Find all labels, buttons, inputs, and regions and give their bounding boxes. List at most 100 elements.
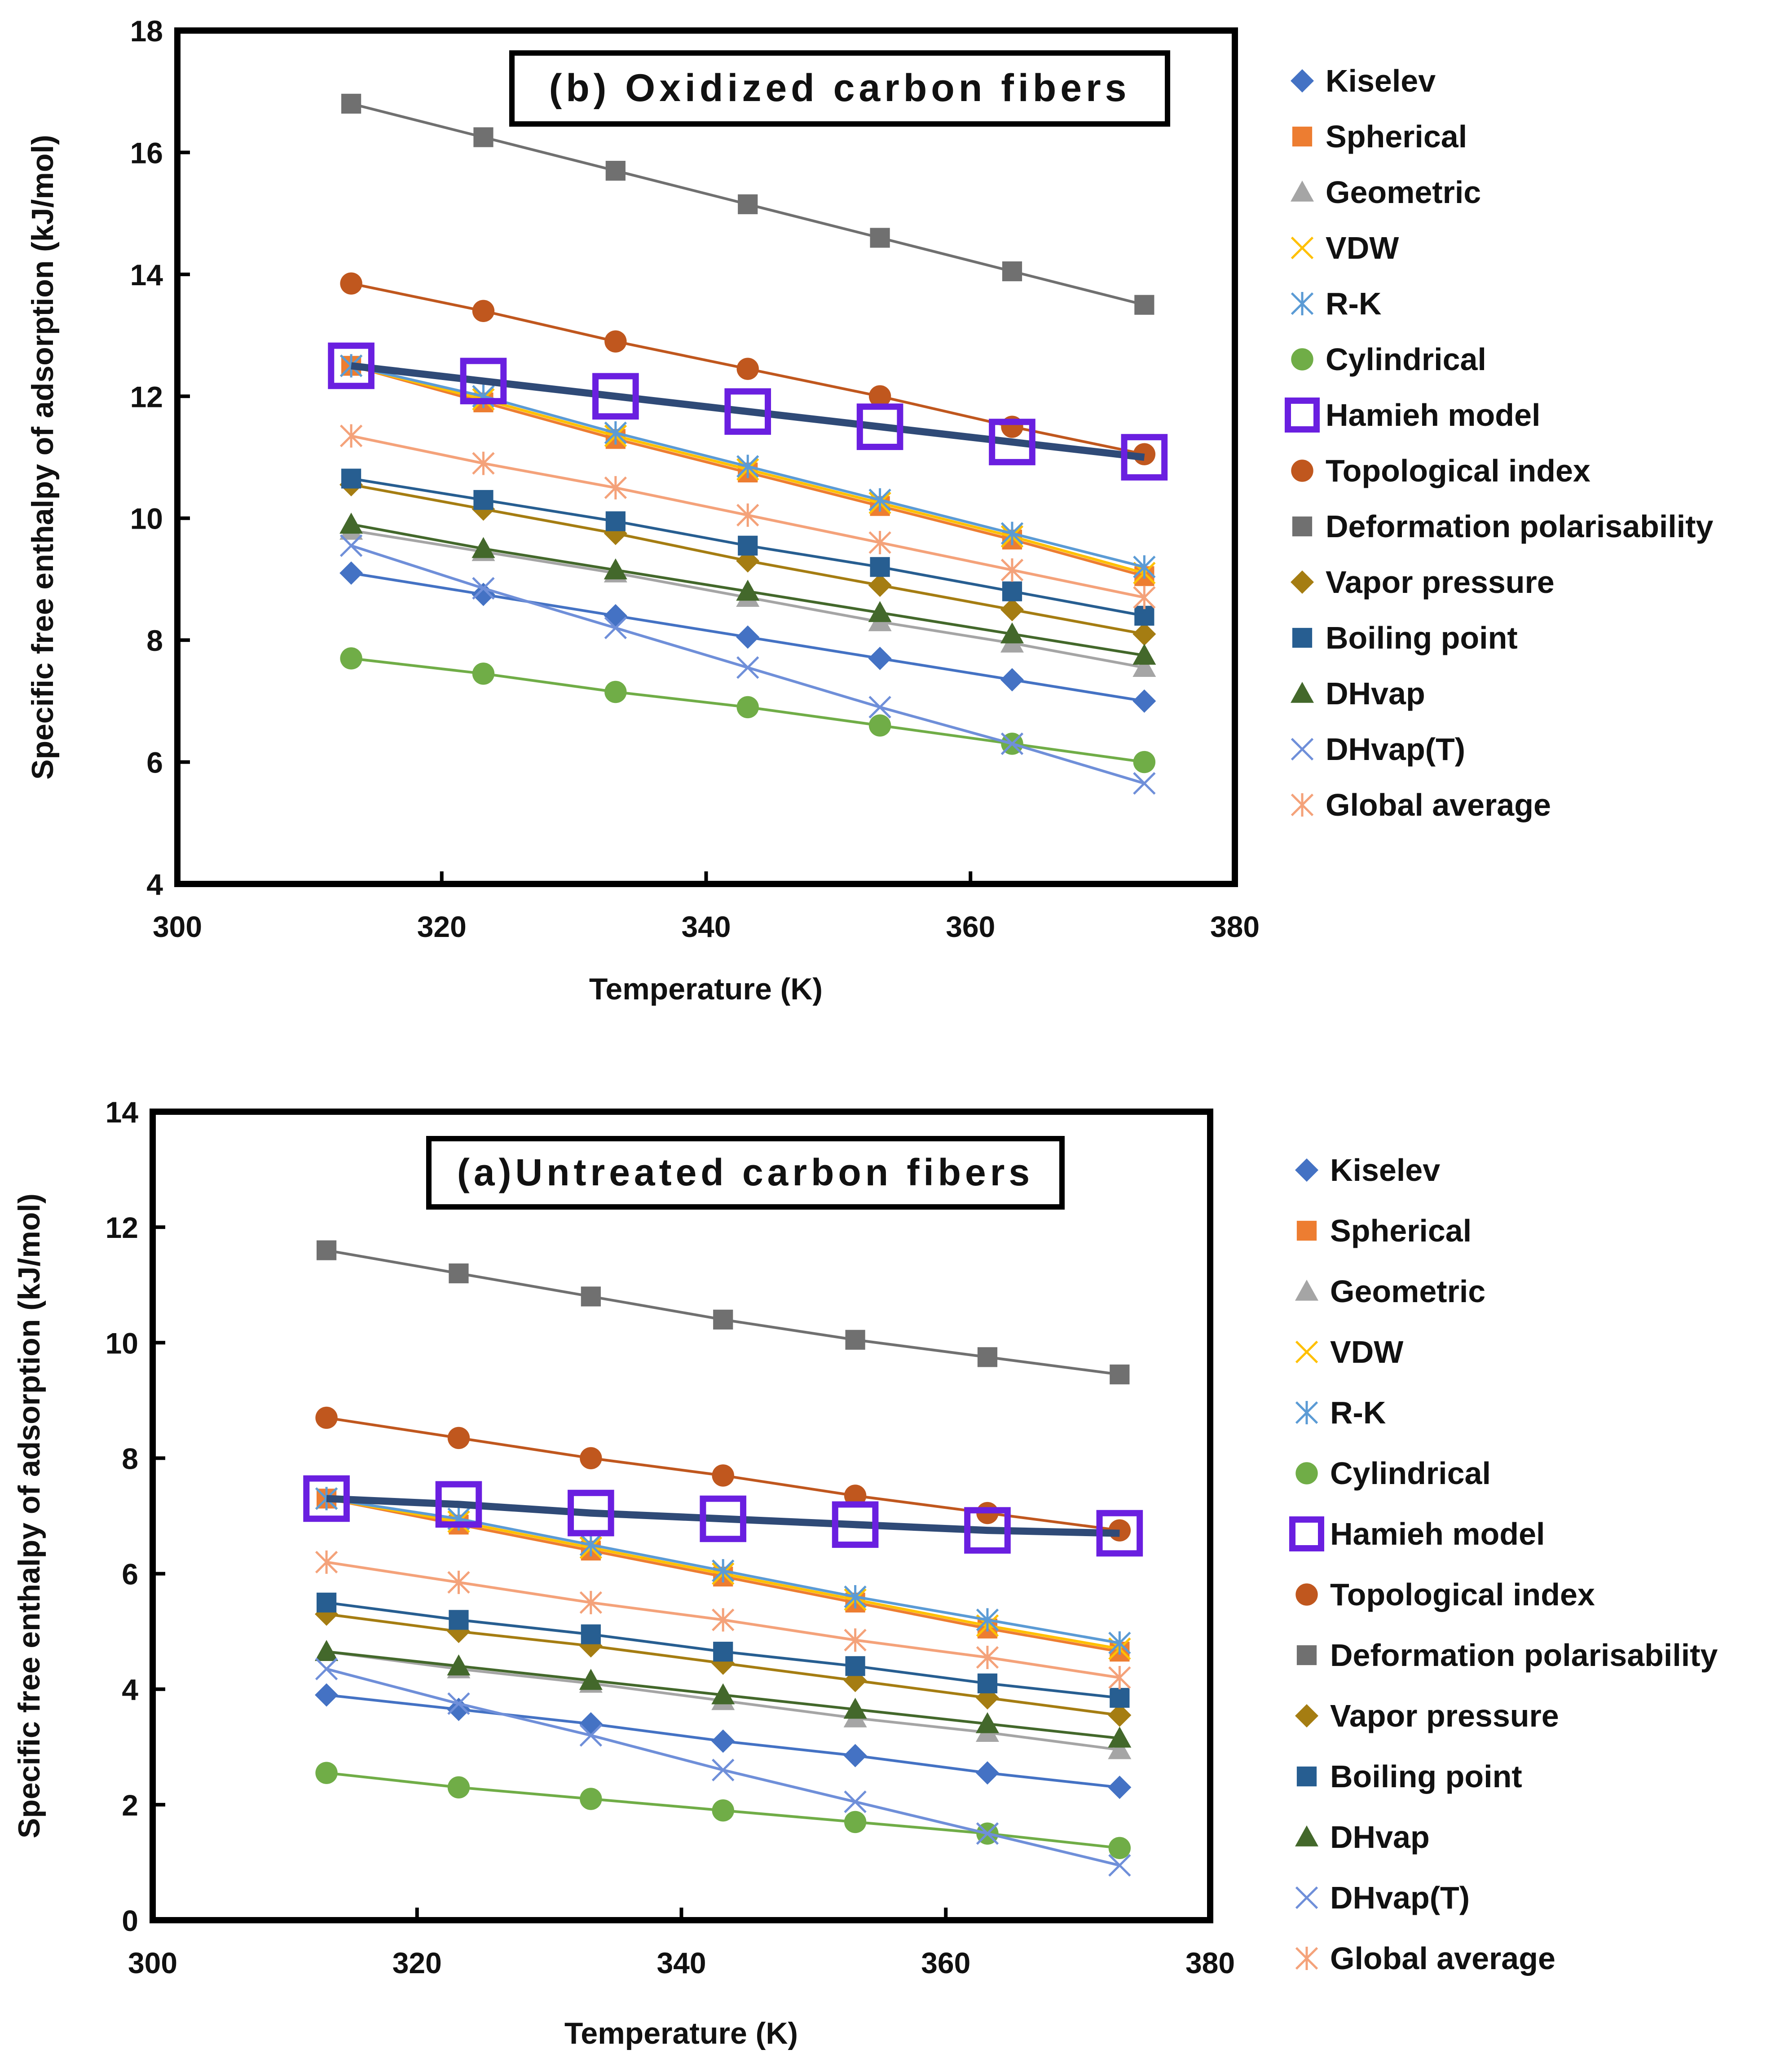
y-tick-label: 14 [106,1096,139,1129]
legend-label: R-K [1330,1395,1386,1430]
data-point-r-k [976,1608,999,1632]
data-point-cylindrical [712,1799,734,1822]
legend-item-kiselev: Kiselev [1291,63,1436,98]
series-dhvap [315,1640,1132,1748]
legend-item-spherical: Spherical [1296,1213,1472,1248]
legend-item-vdw: VDW [1295,1334,1403,1370]
chart-title: (b) Oxidized carbon fibers [549,66,1131,110]
data-point-r-k [736,455,759,478]
data-point-boiling-point [473,490,493,510]
data-point-kiselev [868,646,892,670]
data-point-dhvap-t [604,616,627,640]
data-point-r-k [604,421,627,445]
y-tick-label: 12 [106,1211,138,1244]
legend-item-vapor-pressure: Vapor pressure [1295,1698,1559,1733]
data-point-kiselev [1132,689,1156,713]
legend-item-topological-index: Topological index [1295,1577,1595,1612]
series-hamieh-model [328,342,1168,481]
series-global-average [315,1550,1131,1689]
legend-item-r-k: R-K [1291,286,1381,321]
data-point-vapor-pressure [1000,598,1024,622]
data-point-dhvap-t [447,1692,470,1715]
legend-marker [1291,69,1314,93]
data-point-hamieh-model [303,1475,350,1522]
data-point-vapor-pressure [1108,1703,1132,1727]
data-point-topological-index [736,358,759,380]
y-tick-label: 0 [122,1904,138,1937]
series-dhvap-t [339,534,1156,795]
data-point-kiselev [1108,1776,1132,1799]
data-point-topological-index [340,272,362,295]
data-point-geometric [1132,656,1156,677]
legend-marker [1291,348,1313,371]
series-vapor-pressure [315,1602,1132,1727]
series-global-average [339,424,1156,610]
legend-marker [1295,1158,1318,1182]
legend-marker [1295,1401,1318,1424]
data-point-cylindrical [844,1811,867,1833]
data-point-dhvap-t [844,1790,867,1813]
data-point-kiselev [1000,668,1024,692]
data-point-deformation-polarisability [1110,1364,1130,1385]
data-point-global-average [1000,558,1024,582]
legend-item-geometric: Geometric [1295,1274,1485,1309]
data-point-dhvap-t [868,696,891,719]
legend-item-geometric: Geometric [1291,175,1481,210]
data-point-global-average [844,1628,867,1652]
legend-item-cylindrical: Cylindrical [1295,1456,1491,1491]
data-point-deformation-polarisability [845,1330,865,1350]
legend-item-kiselev: Kiselev [1295,1153,1440,1188]
y-tick-label: 6 [146,746,163,779]
legend-label: Geometric [1326,175,1481,210]
legend-marker [1292,627,1313,648]
y-tick-label: 8 [122,1442,138,1475]
legend-label: Cylindrical [1330,1456,1491,1491]
data-point-hamieh-model [568,1489,614,1537]
legend-marker [1289,1516,1324,1551]
data-point-boiling-point [317,1592,337,1613]
data-point-kiselev [339,561,363,585]
legend-marker [1291,570,1314,594]
data-point-r-k [868,488,891,512]
data-point-r-k [1000,521,1024,545]
data-point-hamieh-model [832,1501,879,1548]
chart-panel-b: 300 320 340 360 380 4 6 8 10 12 14 16 18 Specific f… [26,14,1714,1006]
data-point-boiling-point [870,557,890,577]
data-point-global-average [1133,586,1156,610]
legend-marker [1295,1583,1318,1606]
y-axis: 0 2 4 6 8 10 12 14 [106,1096,165,1937]
data-point-cylindrical [868,714,891,737]
data-point-r-k [844,1585,867,1608]
data-point-dhvap [604,558,627,579]
data-point-vapor-pressure [868,574,892,597]
y-tick-label: 8 [146,624,163,657]
legend-marker [1291,236,1314,260]
legend-marker [1291,738,1314,761]
x-tick-label: 360 [921,1946,970,1979]
data-point-cylindrical [1108,1837,1131,1859]
legend-label: Hamieh model [1330,1516,1545,1551]
data-point-dhvap-t [736,656,759,679]
data-point-global-average [1108,1666,1131,1689]
legend-item-global-average: Global average [1291,787,1551,822]
legend-label: Kiselev [1330,1153,1440,1188]
data-point-dhvap-t [579,1724,603,1747]
legend-marker [1295,1886,1318,1909]
legend-item-deformation-polarisability: Deformation polarisability [1292,509,1714,544]
data-point-dhvap [447,1654,471,1676]
series-kiselev [315,1683,1132,1799]
data-point-boiling-point [581,1624,601,1644]
legend-label: Kiselev [1326,63,1436,98]
data-point-global-average [579,1590,603,1614]
data-point-dhvap-t [472,577,495,600]
legend-item-dhvap-t: DHvap(T) [1295,1880,1470,1915]
x-axis: 300 320 340 360 380 [128,1908,1235,1979]
legend-label: Hamieh model [1326,398,1540,433]
data-point-cylindrical [1133,751,1156,773]
legend-label: Cylindrical [1326,342,1486,377]
legend-marker [1295,1280,1318,1301]
legend-item-dhvap: DHvap [1295,1820,1430,1855]
data-point-cylindrical [604,680,627,703]
chart-title: (a)Untreated carbon fibers [457,1151,1034,1193]
